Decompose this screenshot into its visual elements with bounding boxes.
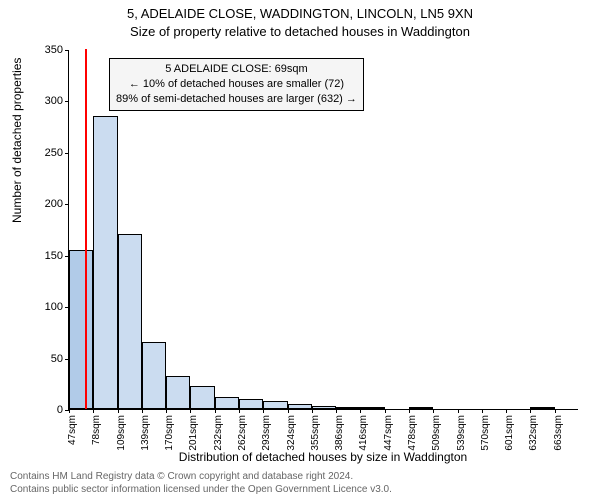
- x-tick-label: 293sqm: [261, 415, 272, 451]
- footer-line-1: Contains HM Land Registry data © Crown c…: [10, 471, 392, 484]
- histogram-bar: [263, 401, 287, 409]
- histogram-bar: [93, 116, 117, 409]
- x-tick-mark: [93, 409, 94, 413]
- histogram-bar: [215, 397, 239, 409]
- chart-subtitle: Size of property relative to detached ho…: [0, 24, 600, 39]
- x-tick-label: 663sqm: [553, 415, 564, 451]
- x-tick-label: 355sqm: [310, 415, 321, 451]
- x-tick-mark: [239, 409, 240, 413]
- x-tick-mark: [555, 409, 556, 413]
- x-tick-mark: [288, 409, 289, 413]
- x-tick-mark: [336, 409, 337, 413]
- x-tick-mark: [506, 409, 507, 413]
- x-tick-label: 170sqm: [164, 415, 175, 451]
- x-tick-label: 632sqm: [528, 415, 539, 451]
- annotation-box: 5 ADELAIDE CLOSE: 69sqm← 10% of detached…: [109, 58, 364, 111]
- x-tick-label: 78sqm: [91, 415, 102, 445]
- plot-area: 05010015020025030035047sqm78sqm109sqm139…: [68, 50, 578, 410]
- x-tick-mark: [190, 409, 191, 413]
- x-tick-label: 386sqm: [334, 415, 345, 451]
- x-tick-label: 109sqm: [116, 415, 127, 451]
- y-tick-mark: [65, 50, 69, 51]
- x-tick-label: 539sqm: [456, 415, 467, 451]
- histogram-bar: [166, 376, 190, 409]
- y-tick-mark: [65, 204, 69, 205]
- annotation-line: 5 ADELAIDE CLOSE: 69sqm: [116, 62, 357, 77]
- x-tick-mark: [409, 409, 410, 413]
- x-axis-label: Distribution of detached houses by size …: [68, 450, 578, 464]
- histogram-bar: [142, 342, 166, 409]
- x-tick-mark: [215, 409, 216, 413]
- x-tick-label: 447sqm: [383, 415, 394, 451]
- y-tick-mark: [65, 101, 69, 102]
- histogram-bar: [69, 250, 93, 409]
- annotation-line: 89% of semi-detached houses are larger (…: [116, 92, 357, 107]
- histogram-bar: [360, 407, 384, 409]
- y-tick-mark: [65, 153, 69, 154]
- x-tick-label: 509sqm: [431, 415, 442, 451]
- chart-title: 5, ADELAIDE CLOSE, WADDINGTON, LINCOLN, …: [0, 6, 600, 21]
- x-tick-mark: [263, 409, 264, 413]
- histogram-bar: [239, 399, 263, 409]
- histogram-bar: [312, 406, 336, 409]
- x-tick-mark: [142, 409, 143, 413]
- x-tick-label: 601sqm: [504, 415, 515, 451]
- footer-line-2: Contains public sector information licen…: [10, 484, 392, 497]
- histogram-bar: [336, 407, 360, 409]
- histogram-bar: [530, 407, 554, 409]
- x-tick-mark: [69, 409, 70, 413]
- x-tick-label: 139sqm: [140, 415, 151, 451]
- x-tick-mark: [530, 409, 531, 413]
- x-tick-mark: [312, 409, 313, 413]
- x-tick-mark: [118, 409, 119, 413]
- histogram-bar: [409, 407, 433, 409]
- x-tick-label: 201sqm: [188, 415, 199, 451]
- chart-container: 5, ADELAIDE CLOSE, WADDINGTON, LINCOLN, …: [0, 0, 600, 500]
- x-tick-label: 416sqm: [358, 415, 369, 451]
- histogram-bar: [288, 404, 312, 409]
- x-tick-mark: [458, 409, 459, 413]
- reference-line: [85, 49, 87, 409]
- x-tick-mark: [385, 409, 386, 413]
- x-tick-label: 324sqm: [286, 415, 297, 451]
- x-tick-mark: [360, 409, 361, 413]
- y-axis-label: Number of detached properties: [10, 58, 24, 223]
- histogram-bar: [190, 386, 214, 409]
- x-tick-label: 232sqm: [213, 415, 224, 451]
- x-tick-label: 570sqm: [480, 415, 491, 451]
- histogram-bar: [118, 234, 142, 409]
- x-tick-label: 47sqm: [67, 415, 78, 445]
- footer-attribution: Contains HM Land Registry data © Crown c…: [10, 471, 392, 496]
- annotation-line: ← 10% of detached houses are smaller (72…: [116, 77, 357, 92]
- x-tick-label: 262sqm: [237, 415, 248, 451]
- x-tick-mark: [482, 409, 483, 413]
- x-tick-label: 478sqm: [407, 415, 418, 451]
- x-tick-mark: [433, 409, 434, 413]
- x-tick-mark: [166, 409, 167, 413]
